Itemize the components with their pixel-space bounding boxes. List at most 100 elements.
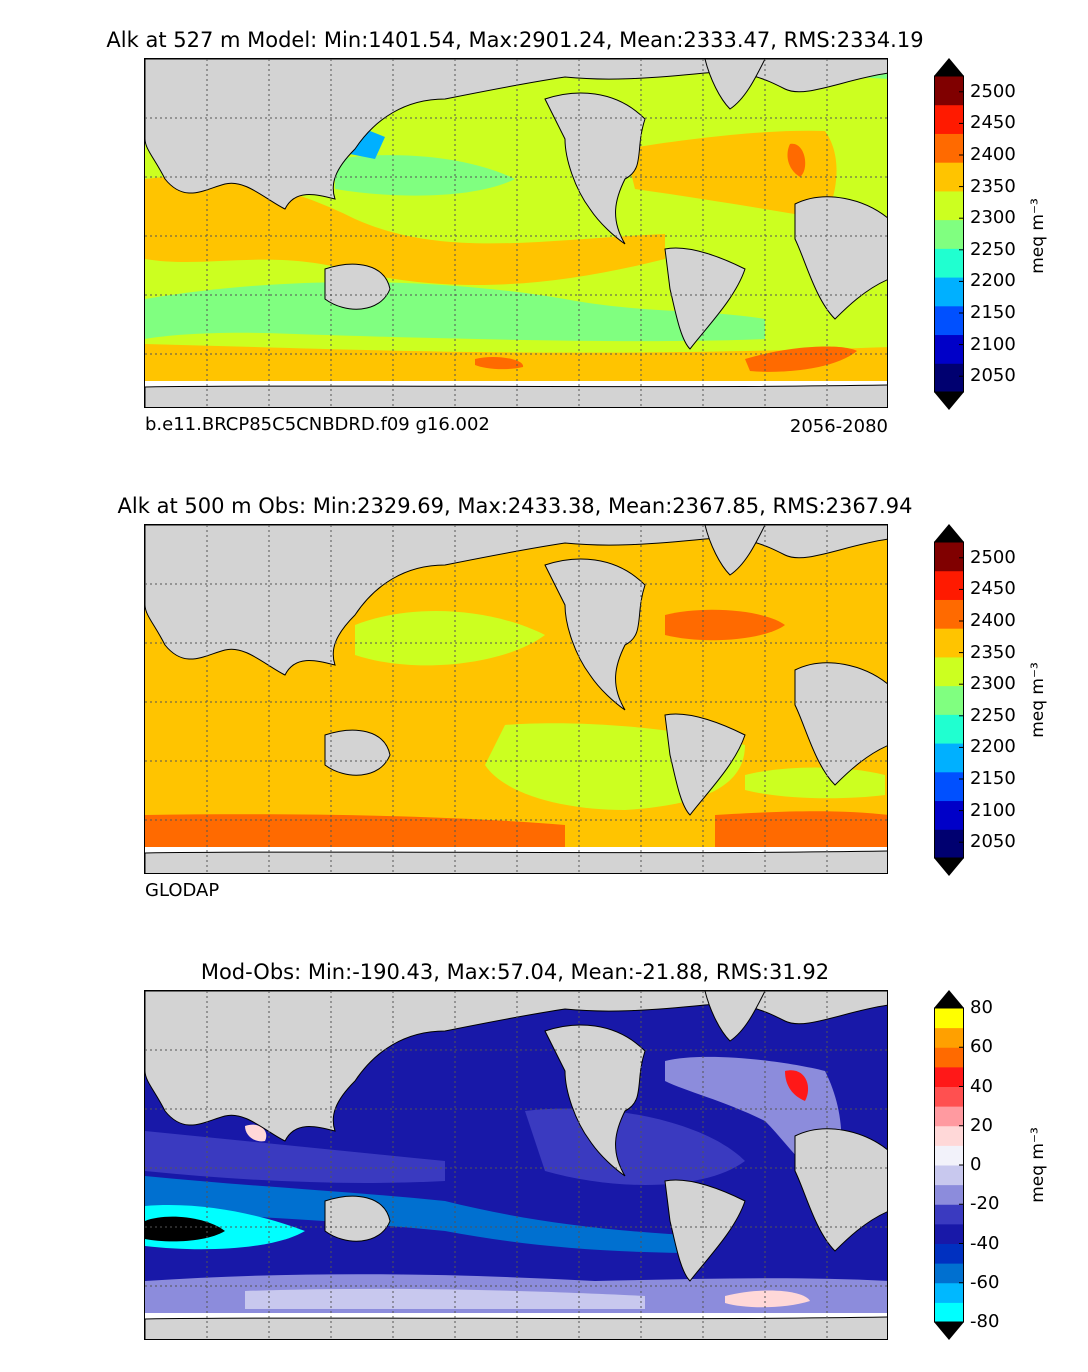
case-label: b.e11.BRCP85C5CNBDRD.f09 g16.002 — [145, 414, 490, 435]
cbar-frame — [934, 75, 964, 393]
panel-model: Alk at 527 m Model: Min:1401.54, Max:290… — [0, 0, 1088, 460]
cbar-band — [934, 1263, 964, 1284]
greenland — [704, 991, 766, 1042]
cbar-band — [934, 1027, 964, 1048]
cbar-band — [934, 190, 964, 221]
cbar-tick-label: 2450 — [970, 578, 1016, 600]
cbar-extend-max — [934, 524, 964, 542]
cbar-tick-label: 2150 — [970, 768, 1016, 789]
cbar-band — [934, 1302, 964, 1323]
natl-band — [625, 130, 837, 219]
landmass — [145, 991, 887, 1339]
indian-mid — [145, 1131, 445, 1183]
cbar-band — [934, 1204, 964, 1225]
years-label: 2056-2080 — [789, 416, 888, 437]
south-hot-2 — [745, 346, 857, 372]
cbar-band — [934, 1125, 964, 1146]
map-diff-svg — [145, 991, 887, 1339]
cbar-band — [934, 714, 964, 744]
colorbar-3 — [934, 990, 964, 1340]
cbar-band — [934, 743, 964, 773]
eurasia — [145, 59, 887, 210]
australia — [324, 729, 391, 776]
cbar-tick-label: 2150 — [970, 302, 1016, 323]
cbar-tick-label: 2350 — [970, 175, 1016, 197]
colorbar-1 — [934, 58, 964, 410]
south-america — [664, 247, 746, 350]
cbar-tick-label: 2250 — [970, 704, 1016, 726]
cbar-band — [934, 570, 964, 600]
cbar-tick-label: -20 — [970, 1193, 1000, 1215]
south-orange-1 — [145, 814, 565, 847]
cbar-band — [934, 1243, 964, 1264]
cbar-band — [934, 542, 964, 572]
cbar-tick-label: 60 — [970, 1036, 993, 1058]
africa — [794, 1128, 887, 1252]
cbar-tick-label: 2050 — [970, 831, 1016, 853]
arabian-pink — [245, 1124, 267, 1142]
south-pale — [245, 1288, 645, 1309]
cbar-band — [934, 656, 964, 687]
cbar-band — [934, 1282, 964, 1303]
cbar-tick-label: 40 — [970, 1075, 993, 1097]
africa — [794, 662, 887, 786]
cbar-band — [934, 829, 964, 859]
greenland — [704, 525, 766, 576]
south-low — [145, 282, 765, 342]
cbar-tick-label: 2100 — [970, 799, 1016, 821]
npac-low — [335, 155, 515, 196]
cbar-tick-label: 2300 — [970, 673, 1016, 695]
cbar-tick-label: 2400 — [970, 144, 1016, 165]
med-out — [787, 143, 806, 177]
cbar-band — [934, 1184, 964, 1205]
cbar-tick-label: -60 — [970, 1271, 1000, 1293]
map-diff — [144, 990, 888, 1340]
map-obs — [144, 524, 888, 874]
australia — [324, 1195, 391, 1242]
cbar-extend-min — [934, 392, 964, 410]
gridlines — [145, 991, 887, 1339]
cbar-band — [934, 599, 964, 629]
cbar-band — [934, 1106, 964, 1127]
cbar-band — [934, 305, 964, 336]
cbar-tick-label: 2050 — [970, 365, 1016, 387]
gridlines — [145, 59, 887, 407]
cbar-tick-label: 0 — [970, 1154, 982, 1175]
cbar-band — [934, 133, 964, 163]
eurasia — [145, 991, 887, 1142]
cbar-band — [934, 1086, 964, 1107]
med-red — [785, 1070, 809, 1101]
cbar-tick-label: 2200 — [970, 736, 1016, 758]
satl-green — [745, 767, 885, 799]
cbar-band — [934, 277, 964, 307]
map-obs-svg — [145, 525, 887, 873]
cbar-extend-min — [934, 1322, 964, 1340]
cbar-tick-label: 2400 — [970, 610, 1016, 631]
panel-obs: Alk at 500 m Obs: Min:2329.69, Max:2433.… — [118, 494, 1048, 901]
africa — [794, 196, 887, 320]
cbar-tick-label: 2450 — [970, 112, 1016, 134]
cbar-extend-max — [934, 58, 964, 76]
cbar-band — [934, 1223, 964, 1244]
cbar-tick-label: 2500 — [970, 80, 1016, 102]
cbar-band — [934, 800, 964, 830]
south-pink — [725, 1290, 810, 1308]
cbar-tick-label: 2250 — [970, 238, 1016, 260]
cbar-band — [934, 248, 964, 278]
black-blob — [145, 1216, 225, 1242]
colorbar-2 — [934, 524, 964, 876]
colorbar-label: meq m⁻³ — [1027, 1127, 1048, 1203]
cbar-band — [934, 363, 964, 393]
map-model-svg — [145, 59, 887, 407]
cbar-band — [934, 1145, 964, 1166]
south-band — [145, 1176, 705, 1253]
south-america — [664, 713, 746, 816]
cbar-band — [934, 771, 964, 802]
cbar-extend-max — [934, 990, 964, 1008]
cbar-tick-label: 2200 — [970, 270, 1016, 292]
cbar-tick-label: 2100 — [970, 333, 1016, 355]
cbar-band — [934, 334, 964, 364]
cbar-band — [934, 76, 964, 106]
gridlines — [145, 525, 887, 873]
